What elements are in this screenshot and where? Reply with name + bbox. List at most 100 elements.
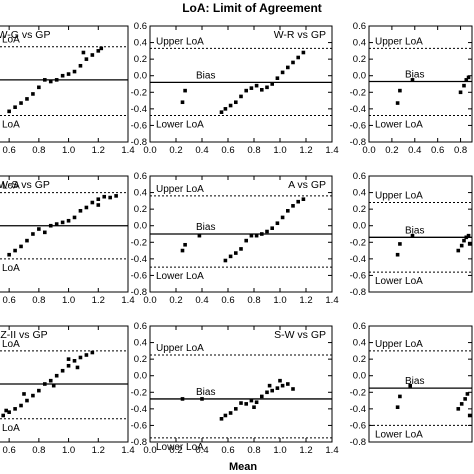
data-point — [66, 363, 71, 368]
data-point — [72, 215, 77, 220]
data-point — [48, 79, 53, 84]
y-tick-label: 0.0 — [353, 221, 366, 232]
y-tick-label: -0.8 — [350, 137, 366, 148]
data-point — [254, 83, 259, 88]
y-tick-label: -0.4 — [350, 104, 366, 115]
data-point — [54, 373, 59, 378]
data-point — [239, 94, 243, 99]
data-point — [260, 232, 264, 236]
x-tick-label: 1.0 — [273, 295, 286, 306]
data-point — [96, 203, 101, 207]
x-tick-label: 1.4 — [121, 445, 134, 456]
data-point — [408, 383, 412, 388]
y-tick-label: 0.0 — [353, 71, 366, 82]
plot-frame — [0, 175, 129, 293]
data-point — [267, 383, 272, 388]
data-point — [278, 378, 282, 383]
lower-loa-label: Lower LoA — [375, 429, 423, 440]
x-tick-label: 1.0 — [273, 145, 286, 156]
data-point — [90, 350, 95, 355]
x-tick-label: 1.4 — [325, 445, 338, 456]
data-point — [296, 199, 300, 204]
x-tick-label: 0.6 — [221, 295, 234, 306]
x-tick-label: 0.2 — [169, 295, 182, 306]
data-point — [96, 49, 101, 53]
data-point — [75, 365, 80, 370]
data-point — [19, 403, 23, 408]
panel-title: S-W vs GP — [274, 329, 326, 341]
data-point — [466, 75, 471, 80]
y-tick-label: 0.4 — [353, 188, 366, 199]
y-tick-label: 0.6 — [134, 321, 147, 332]
data-point — [25, 398, 29, 403]
data-point — [223, 258, 228, 263]
y-tick-label: 0.6 — [353, 171, 366, 182]
data-point — [7, 109, 11, 114]
data-point — [254, 233, 259, 238]
x-tick-label: 0.8 — [247, 145, 260, 156]
data-point — [197, 233, 202, 238]
plot-frame — [368, 25, 473, 143]
x-tick-label: 1.2 — [92, 145, 105, 156]
data-point — [66, 218, 71, 223]
data-point — [239, 247, 243, 251]
data-point — [463, 397, 467, 401]
x-tick-label: 0.0 — [362, 145, 375, 156]
x-tick-label: 1.4 — [121, 295, 134, 306]
data-point — [84, 353, 89, 357]
y-tick-label: 0.4 — [134, 38, 147, 49]
data-point — [301, 197, 306, 201]
y-tick-label: 0.2 — [353, 204, 366, 215]
x-tick-label: 0.4 — [195, 295, 208, 306]
data-point — [31, 92, 35, 96]
data-point — [286, 65, 290, 70]
x-tick-label: 0.4 — [408, 145, 421, 156]
y-tick-label: 0.2 — [353, 54, 366, 65]
data-point — [410, 233, 415, 238]
y-tick-label: -0.8 — [131, 137, 147, 148]
y-tick-label: 0.2 — [134, 54, 147, 65]
data-point — [459, 243, 464, 248]
data-point — [48, 223, 53, 228]
data-point — [395, 101, 400, 105]
data-point — [96, 197, 101, 201]
data-point — [228, 103, 233, 108]
data-point — [13, 248, 17, 253]
data-point — [244, 402, 248, 406]
y-tick-label: -0.8 — [131, 287, 147, 298]
x-tick-label: 0.6 — [431, 145, 444, 156]
x-tick-label: 1.4 — [325, 145, 338, 156]
panel-title: W-R vs GP — [274, 29, 326, 41]
data-point — [180, 100, 185, 105]
data-point — [296, 55, 300, 60]
bias-label: Bias — [196, 70, 215, 81]
data-point — [286, 209, 290, 213]
data-point — [78, 209, 83, 213]
data-point — [395, 252, 400, 257]
data-point — [465, 392, 470, 396]
data-point — [22, 392, 26, 396]
bias-label: Bias — [196, 387, 215, 398]
x-tick-label: 1.0 — [62, 445, 75, 456]
data-point — [265, 85, 269, 90]
data-point — [223, 107, 228, 111]
lower-loa-label: Lower LoA — [156, 271, 204, 282]
data-point — [462, 238, 466, 243]
lower-loa-label: LoA — [2, 119, 20, 130]
data-point — [72, 359, 77, 363]
data-point — [99, 46, 104, 51]
x-tick-label: 0.6 — [3, 145, 16, 156]
data-point — [51, 383, 56, 388]
plot-frame — [368, 325, 473, 443]
lower-loa-label: Lower LoA — [375, 276, 423, 287]
data-point — [60, 73, 65, 78]
figure-title: LoA: Limit of Agreement — [182, 1, 322, 15]
y-tick-label: -0.6 — [350, 120, 366, 131]
data-point — [270, 82, 274, 86]
upper-loa-label: Upper LoA — [375, 339, 423, 350]
data-point — [37, 85, 41, 90]
bias-label: Bias — [405, 376, 424, 387]
data-point — [228, 254, 233, 259]
